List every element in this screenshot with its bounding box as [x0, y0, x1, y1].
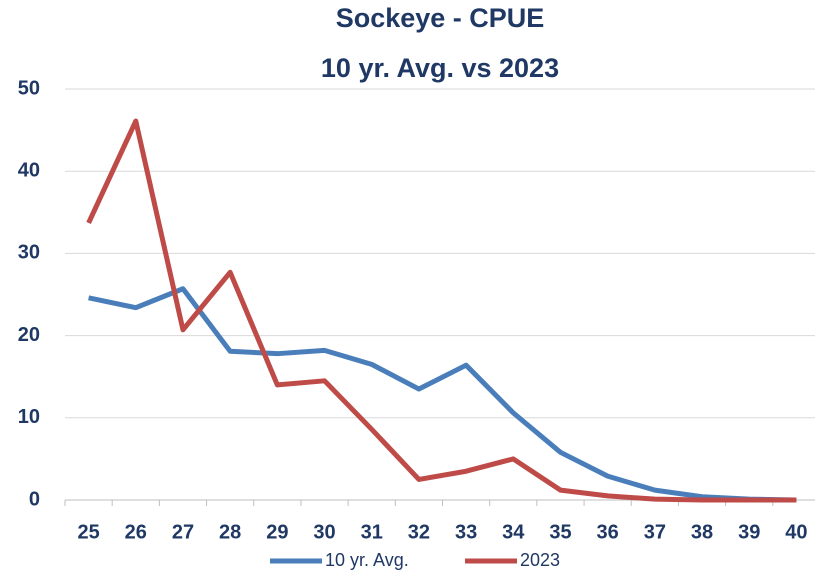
y-tick-label: 20 [18, 324, 40, 346]
x-tick-label: 32 [408, 521, 430, 543]
x-tick-label: 38 [691, 521, 713, 543]
chart-title: Sockeye - CPUE [336, 3, 545, 33]
legend-label: 10 yr. Avg. [325, 550, 409, 570]
x-tick-label: 33 [455, 521, 477, 543]
y-tick-label: 0 [29, 488, 40, 510]
series-line [86, 118, 797, 503]
x-tick-label: 27 [172, 521, 194, 543]
x-tick-label: 25 [77, 521, 99, 543]
y-tick-label: 50 [18, 77, 40, 99]
series-line [88, 286, 797, 503]
x-tick-label: 28 [219, 521, 241, 543]
x-tick-label: 34 [502, 521, 525, 543]
y-tick-label: 30 [18, 242, 40, 264]
x-tick-label: 29 [266, 521, 288, 543]
x-tick-label: 35 [549, 521, 571, 543]
x-tick-label: 37 [644, 521, 666, 543]
chart-subtitle: 10 yr. Avg. vs 2023 [321, 53, 559, 83]
legend-label: 2023 [520, 550, 560, 570]
x-tick-label: 30 [313, 521, 335, 543]
x-tick-label: 40 [785, 521, 807, 543]
x-tick-label: 36 [597, 521, 619, 543]
y-tick-label: 10 [18, 406, 40, 428]
y-tick-label: 40 [18, 159, 40, 181]
x-tick-label: 31 [361, 521, 383, 543]
x-tick-label: 39 [738, 521, 760, 543]
x-tick-label: 26 [125, 521, 147, 543]
